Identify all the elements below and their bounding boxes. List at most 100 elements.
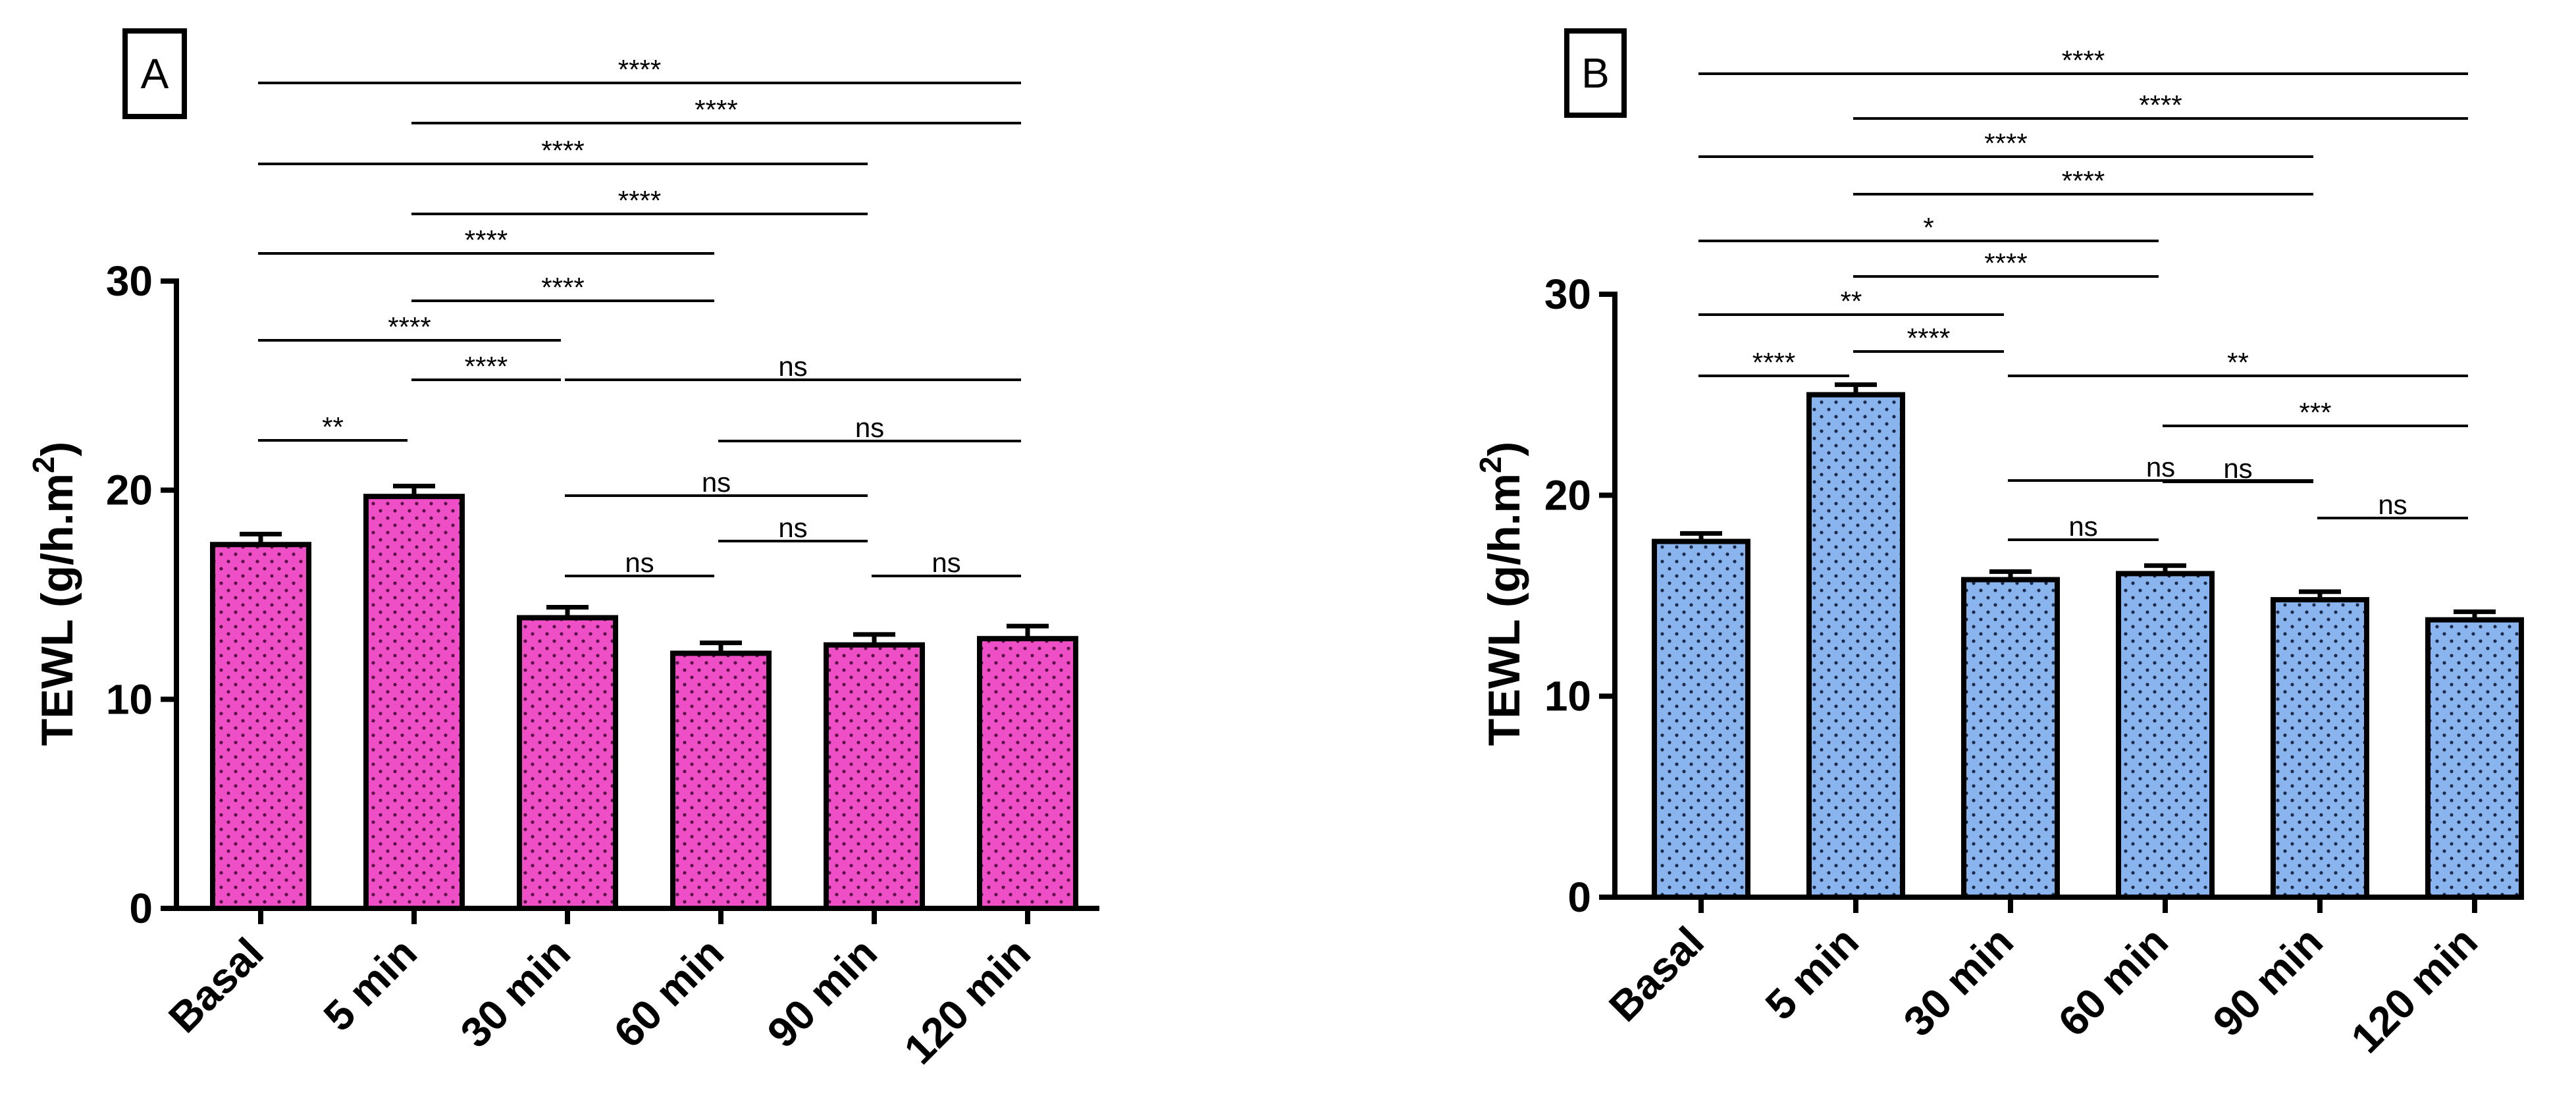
significance-label: ns	[625, 547, 654, 578]
significance-bracket: ****	[1698, 45, 2468, 76]
significance-label: ****	[695, 94, 737, 125]
significance-label: ****	[1907, 323, 1950, 353]
significance-bracket: ****	[258, 311, 561, 342]
significance-label: ****	[465, 351, 508, 382]
significance-label: **	[322, 411, 344, 442]
significance-bracket: ns	[565, 467, 868, 498]
y-axis-title-sup: 2	[26, 456, 61, 473]
significance-bracket: ****	[1853, 90, 2468, 120]
y-axis-title: TEWL (g/h.m2)	[26, 442, 82, 746]
panel-label: B	[1564, 28, 1627, 118]
y-tick-label: 20	[106, 467, 153, 514]
significance-label: ****	[388, 311, 431, 342]
significance-label: ****	[2062, 45, 2105, 76]
significance-label: ns	[702, 467, 731, 498]
error-bar	[700, 640, 742, 654]
significance-bracket: ns	[718, 512, 868, 543]
significance-label: ns	[2146, 452, 2175, 482]
significance-bracket: ns	[2317, 489, 2468, 520]
bar-60-min	[2116, 571, 2215, 900]
significance-label: ****	[1984, 128, 2027, 159]
significance-bracket: ****	[1853, 247, 2159, 278]
significance-label: ****	[618, 185, 661, 216]
significance-label: **	[1841, 286, 1862, 317]
y-tick-label: 0	[129, 885, 153, 932]
significance-bracket: ****	[1698, 128, 2313, 159]
y-axis-title-tail: )	[32, 442, 82, 457]
error-bar	[2454, 609, 2496, 620]
significance-label: ns	[855, 412, 884, 443]
significance-bracket: *	[1698, 212, 2159, 243]
significance-label: ****	[541, 272, 584, 303]
error-bar	[1989, 569, 2032, 580]
significance-bracket: ****	[411, 94, 1021, 125]
significance-label: **	[2227, 347, 2249, 378]
category-label: 30 min	[452, 929, 579, 1056]
error-bar	[2299, 589, 2341, 600]
category-label: 5 min	[1756, 918, 1868, 1029]
bar-60-min	[670, 650, 772, 911]
y-tick-label: 30	[1544, 271, 1591, 318]
y-axis-title: TEWL (g/h.m2)	[1473, 442, 1529, 746]
error-bar	[393, 483, 435, 497]
significance-bracket: ****	[258, 224, 714, 255]
significance-bracket: ****	[1853, 165, 2313, 196]
category-label: 90 min	[758, 929, 886, 1056]
category-label: 120 min	[2342, 918, 2486, 1062]
panel-label-text: B	[1581, 49, 1610, 97]
significance-bracket: ns	[718, 412, 1021, 443]
y-tick-label: 10	[1544, 673, 1591, 720]
significance-label: ns	[2378, 489, 2407, 520]
category-label: 5 min	[315, 929, 426, 1040]
chart-panel-b: B 0 10 20 30 Basal 5 min 30 min 60 min 90 min 120 …	[1473, 28, 2524, 1062]
bar-90-min	[2271, 597, 2369, 900]
significance-bracket: ns	[2163, 453, 2313, 484]
category-label: 60 min	[605, 929, 733, 1056]
significance-bracket: ns	[2008, 511, 2159, 542]
significance-label: ****	[618, 54, 661, 85]
significance-label: ***	[2299, 397, 2331, 428]
bar-basal	[1652, 538, 1750, 900]
y-axis-title-main: TEWL (g/h.m	[32, 473, 82, 746]
significance-bracket: ****	[411, 185, 868, 216]
bar-30-min	[1961, 577, 2060, 900]
bar-90-min	[824, 642, 925, 911]
bar-5-min	[363, 494, 465, 911]
significance-bracket: ****	[1698, 347, 1849, 378]
error-bar	[853, 632, 895, 645]
panel-label-box	[122, 28, 187, 119]
error-bar	[1680, 531, 1722, 542]
bar-120-min	[2425, 617, 2524, 900]
significance-label: ****	[465, 224, 508, 255]
significance-bracket: ns	[565, 351, 1021, 382]
error-bar	[546, 605, 589, 618]
significance-bracket: ns	[2008, 452, 2313, 482]
significance-label: ****	[2062, 165, 2105, 196]
significance-bracket: ***	[2163, 397, 2468, 428]
y-axis-title-main: TEWL (g/h.m	[1479, 473, 1529, 746]
significance-label: ****	[1984, 247, 2027, 278]
category-label: 60 min	[2049, 918, 2177, 1045]
significance-label: ****	[1752, 347, 1795, 378]
bar-30-min	[517, 615, 618, 912]
bar-basal	[210, 542, 311, 911]
y-tick-label: 30	[106, 257, 153, 305]
significance-bracket: **	[258, 411, 407, 442]
significance-bracket: ****	[411, 351, 561, 382]
significance-label: ns	[778, 351, 807, 382]
y-tick-label: 0	[1567, 873, 1591, 921]
category-label: 90 min	[2204, 918, 2332, 1045]
significance-bracket: **	[1698, 286, 2004, 317]
bar-120-min	[977, 636, 1078, 912]
category-label: 30 min	[1895, 918, 2022, 1045]
y-tick-label: 10	[106, 675, 153, 723]
category-label: Basal	[1600, 918, 1713, 1031]
y-axis-title-tail: )	[1479, 442, 1529, 457]
panel-label: A	[122, 28, 187, 119]
significance-label: *	[1923, 212, 1933, 243]
error-bar	[240, 531, 282, 545]
y-axis-title-sup: 2	[1473, 456, 1508, 473]
error-bar	[2144, 563, 2186, 574]
category-label: 120 min	[895, 929, 1039, 1073]
error-bar	[1007, 623, 1049, 639]
